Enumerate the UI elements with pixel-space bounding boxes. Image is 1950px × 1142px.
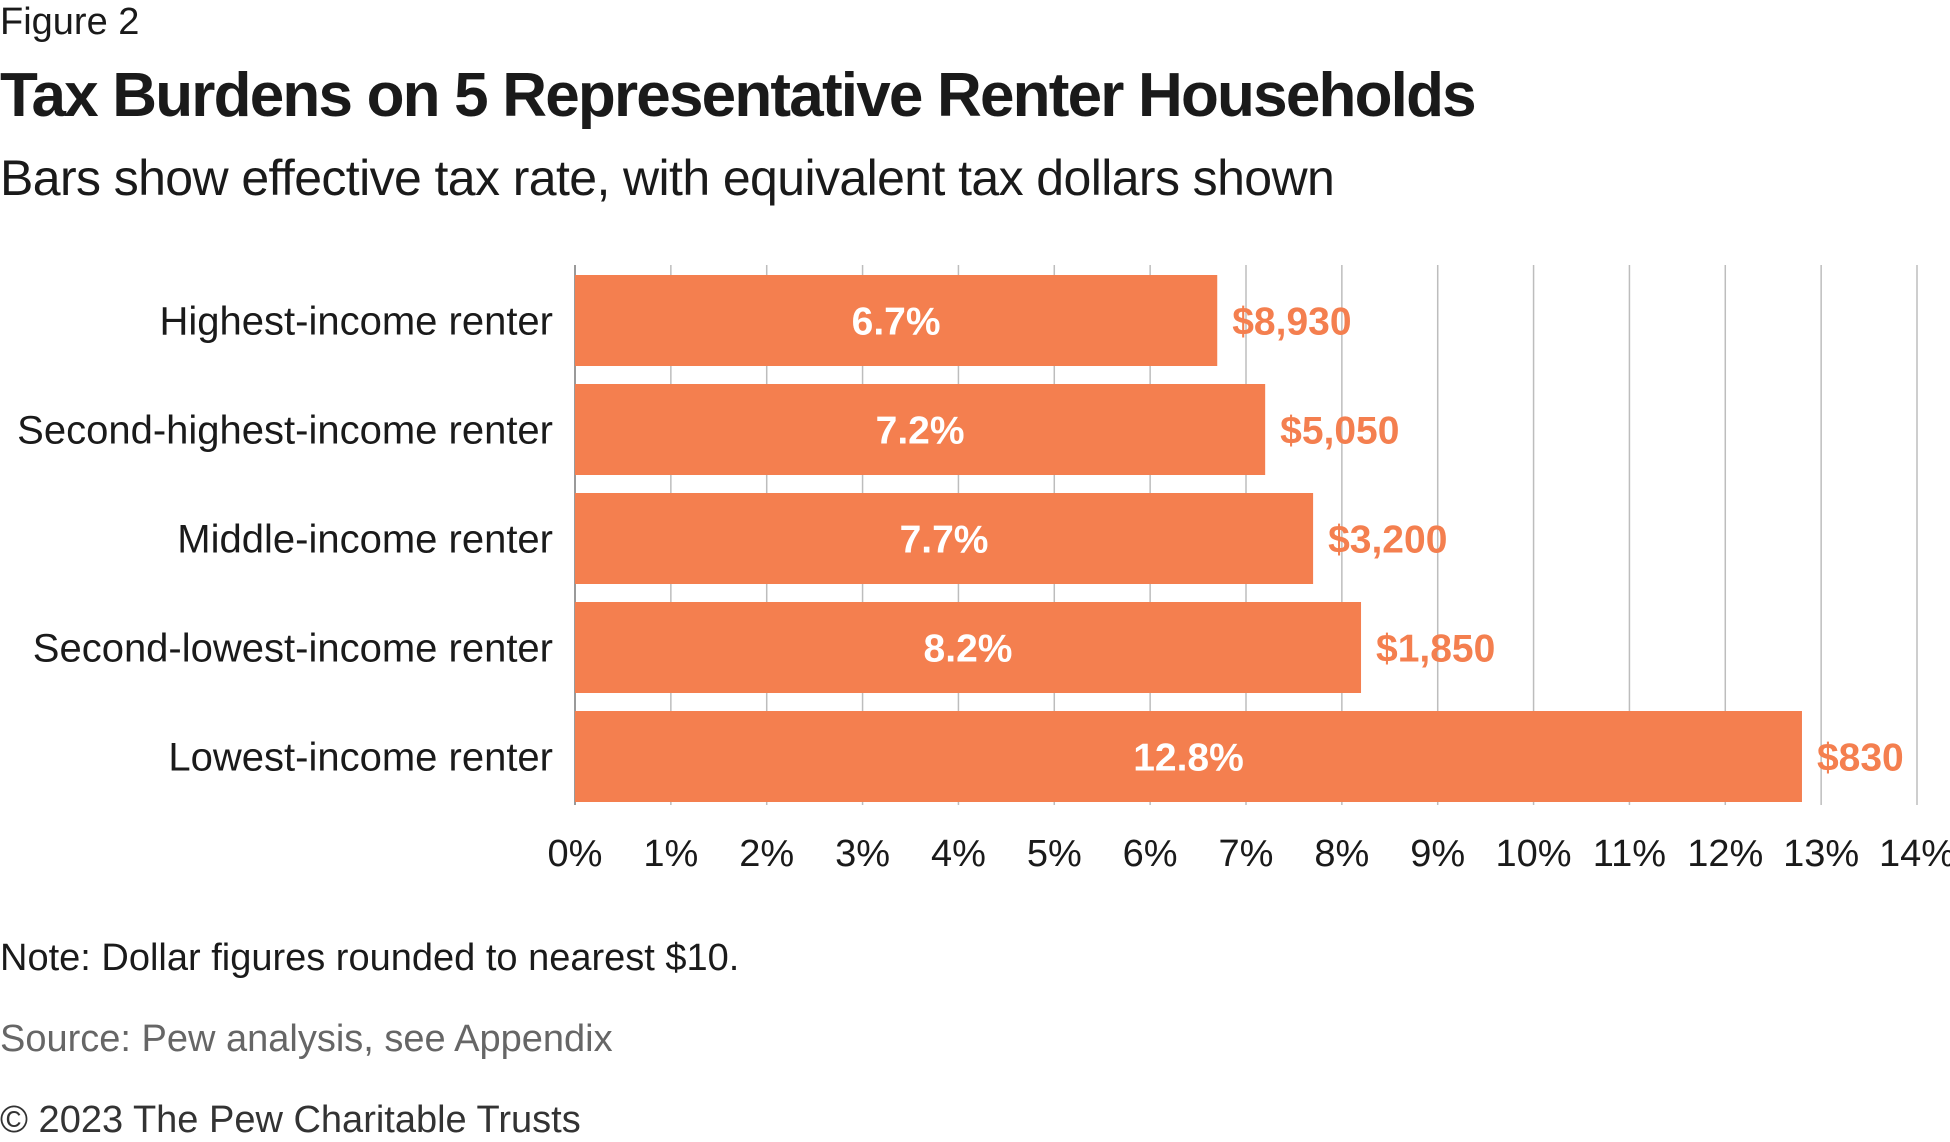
x-tick-label: 14%: [1879, 833, 1950, 875]
chart-title: Tax Burdens on 5 Representative Renter H…: [0, 61, 1477, 130]
x-tick-label: 1%: [643, 833, 698, 875]
x-tick-label: 8%: [1314, 833, 1369, 875]
x-tick-label: 7%: [1219, 833, 1274, 875]
x-tick-label: 6%: [1123, 833, 1178, 875]
bar-dollar-label: $5,050: [1280, 410, 1399, 453]
bars: [575, 275, 1802, 802]
labels: 0% 1% 2% 3% 4% 5% 6% 7% 8% 9% 10% 11% 12% 13% 14% Highe…: [17, 300, 1950, 876]
x-tick-label: 3%: [835, 833, 890, 875]
x-tick-label: 2%: [739, 833, 794, 875]
bar-dollar-label: $1,850: [1376, 628, 1495, 671]
bar-chart: 0% 1% 2% 3% 4% 5% 6% 7% 8% 9% 10% 11% 12% 13% 14% Highe…: [17, 265, 1950, 876]
bar: [575, 602, 1362, 693]
bar-dollar-label: $8,930: [1232, 301, 1351, 344]
bar-dollar-label: $830: [1817, 737, 1904, 780]
bar-dollar-label: $3,200: [1328, 519, 1447, 562]
bar-value-label: 12.8%: [1133, 737, 1244, 780]
x-tick-label: 5%: [1027, 833, 1082, 875]
x-tick-label: 9%: [1410, 833, 1465, 875]
x-tick-label: 13%: [1783, 833, 1859, 875]
figure-label: Figure 2: [0, 1, 140, 43]
bar: [575, 275, 1218, 366]
x-tick-label: 10%: [1496, 833, 1572, 875]
chart-note: Note: Dollar figures rounded to nearest …: [0, 937, 740, 979]
bar-value-label: 6.7%: [852, 301, 941, 344]
bar: [575, 711, 1802, 802]
y-category-label: Second-highest-income renter: [17, 409, 553, 453]
x-tick-label: 11%: [1593, 833, 1666, 875]
y-category-label: Highest-income renter: [160, 300, 554, 344]
x-tick-label: 0%: [548, 833, 603, 875]
y-category-label: Lowest-income renter: [168, 736, 553, 780]
x-tick-label: 12%: [1687, 833, 1763, 875]
y-category-label: Second-lowest-income renter: [33, 627, 553, 671]
bar-value-label: 7.7%: [900, 519, 989, 562]
x-tick-label: 4%: [931, 833, 986, 875]
bar: [575, 493, 1314, 584]
chart-source: Source: Pew analysis, see Appendix: [0, 1018, 613, 1060]
y-category-label: Middle-income renter: [177, 518, 553, 562]
copyright-notice: © 2023 The Pew Charitable Trusts: [0, 1099, 581, 1141]
bar-value-label: 8.2%: [924, 628, 1013, 671]
bar-value-label: 7.2%: [876, 410, 965, 453]
chart-subtitle: Bars show effective tax rate, with equiv…: [0, 150, 1335, 206]
bar: [575, 384, 1266, 475]
